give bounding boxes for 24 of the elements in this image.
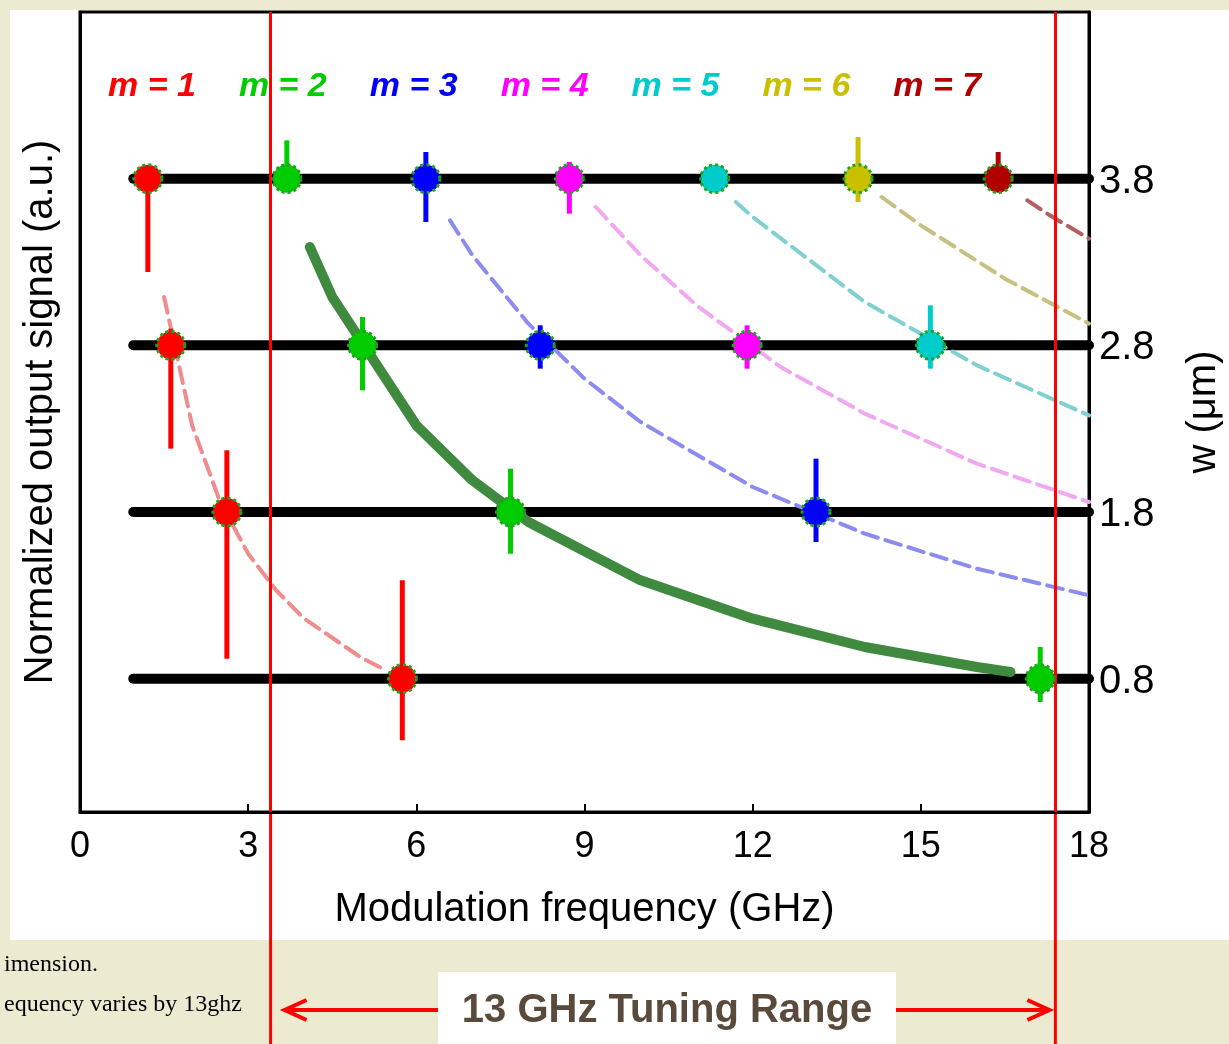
x-axis-title: Modulation frequency (GHz)	[334, 885, 835, 929]
x-tick-label: 3	[238, 823, 259, 865]
text: m = 1	[108, 65, 196, 103]
y2-tick-label: 0.8	[1099, 656, 1155, 701]
y2-tick-label: 3.8	[1099, 156, 1155, 201]
series-label: m = 7	[893, 65, 984, 103]
y2-tick-label: 1.8	[1099, 490, 1155, 534]
y2-tick-label: 2.8	[1099, 323, 1155, 368]
series-label: m = 4	[500, 65, 589, 103]
x-tick-label: 18	[1068, 823, 1110, 865]
x-tick-label: 15	[900, 823, 941, 865]
series-label: m = 6	[762, 65, 852, 103]
y2-axis-title: w (μm)	[1179, 350, 1223, 475]
text: imension.	[4, 950, 98, 977]
series-label: m = 5	[631, 65, 721, 103]
text: m = 2	[238, 65, 327, 103]
text: equency varies by 13ghz	[4, 990, 242, 1017]
x-tick-label: 9	[574, 823, 595, 865]
x-tick-label: 0	[69, 823, 91, 865]
text: 13 GHz Tuning Range	[437, 972, 897, 1044]
x-tick-label: 12	[732, 823, 773, 865]
y-axis-title: Normalized output signal (a.u.)	[16, 139, 60, 685]
x-tick-label: 6	[406, 823, 427, 865]
text: m = 3	[369, 65, 458, 103]
